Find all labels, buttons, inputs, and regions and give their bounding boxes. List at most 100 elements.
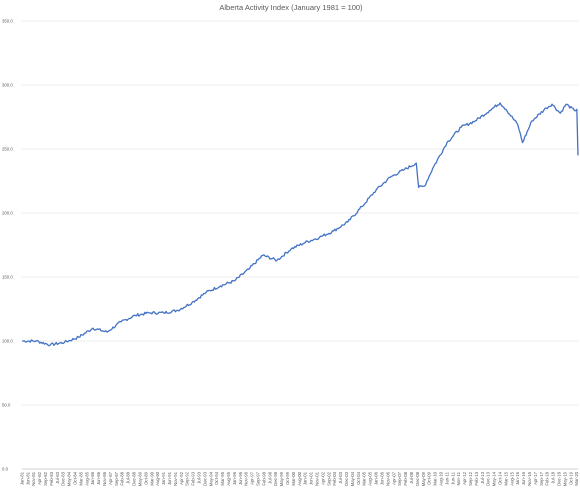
x-tick-label: Jun-86 [96,471,101,485]
x-tick-label: May-94 [208,471,213,486]
x-tick-label: Dec-03 [344,471,349,485]
x-tick-label: Nov-01 [315,471,320,485]
x-tick-label: Apr-02 [320,471,325,485]
x-tick-label: Jun-96 [238,471,243,485]
x-tick-label: Apr-97 [250,471,255,485]
x-tick-label: Jan-86 [90,471,95,485]
gridlines [22,20,578,406]
x-tick-label: Jan-01 [303,471,308,485]
x-tick-label: Oct-09 [427,471,432,485]
x-tick-label: Jun-81 [25,471,30,485]
x-tick-label: Apr-07 [391,471,396,485]
x-tick-label: Nov-81 [31,471,36,485]
x-tick-label: Sep-92 [185,471,190,485]
x-tick-label: Jan-96 [232,471,237,485]
y-tick-label: 250.0 [2,147,13,152]
x-tick-label: Nov-06 [385,471,390,485]
x-tick-label: Mar-15 [503,471,508,485]
x-tick-label: Feb-98 [261,471,266,485]
y-tick-label: 0.0 [2,467,9,472]
x-tick-label: Jul-88 [126,471,131,483]
x-tick-label: May-99 [279,471,284,486]
x-tick-label: Nov-86 [102,471,107,485]
x-tick-label: May-84 [67,471,72,486]
x-tick-label: Aug-90 [155,471,160,485]
x-tick-label: Mar-10 [433,471,438,485]
x-tick-label: Sep-87 [114,471,119,485]
x-tick-label: Oct-14 [497,471,502,485]
chart-title: Alberta Activity Index (January 1981 = 1… [219,3,363,12]
x-tick-label: Sep-02 [326,471,331,485]
x-tick-label: Feb-93 [191,471,196,485]
x-tick-label: Dec-83 [61,471,66,485]
x-tick-label: Jan-11 [444,471,449,484]
x-tick-label: May-14 [492,471,497,486]
y-tick-label: 50.0 [2,403,11,408]
x-tick-label: Jan-16 [515,471,520,485]
x-tick-label: Mar-20 [574,471,579,485]
x-tick-label: Jul-08 [409,471,414,483]
x-tick-label: Dec-08 [415,471,420,485]
x-tick-label: Sep-82 [43,471,48,485]
x-tick-label: Dec-88 [132,471,137,485]
x-tick-label: May-19 [562,471,567,486]
x-tick-label: Oct-84 [73,471,78,485]
x-tick-label: Nov-16 [527,471,532,485]
series-group [21,102,579,347]
x-tick-label: Jun-01 [309,471,314,485]
y-tick-label: 300.0 [2,83,13,88]
x-tick-label: Feb-13 [474,471,479,485]
x-tick-label: Jan-81 [19,471,24,485]
x-tick-label: Dec-18 [557,471,562,485]
x-tick-label: Jun-16 [521,471,526,485]
x-tick-label: Jul-03 [338,471,343,483]
x-tick-label: Sep-97 [255,471,260,485]
x-tick-label: Feb-88 [120,471,125,485]
x-tick-label: Sep-17 [539,471,544,485]
x-tick-label: Feb-83 [49,471,54,485]
x-tick-label: Aug-10 [438,471,443,485]
x-tick-label: Dec-13 [486,471,491,485]
x-tick-label: Aug-15 [509,471,514,485]
x-tick-label: Jul-93 [196,471,201,483]
x-tick-label: Nov-11 [456,471,461,485]
x-tick-label: Feb-18 [545,471,550,485]
x-tick-label: Oct-19 [568,471,573,485]
x-tick-label: Oct-94 [214,471,219,485]
x-tick-label: Aug-05 [368,471,373,485]
x-tick-label: Mar-05 [362,471,367,485]
x-tick-label: Nov-96 [244,471,249,485]
x-tick-label: Jul-13 [480,471,485,483]
x-axis-tick-labels: Jan-81 Jun-81 Nov-81 Apr-82 Sep-82 Feb-83 Jul-… [19,471,579,486]
x-tick-label: Oct-99 [285,471,290,485]
x-tick-label: Jun-06 [379,471,384,485]
x-tick-label: Apr-12 [462,471,467,485]
y-axis-tick-labels: 0.0 50.0 100.0 150.0 200.0 250.0 300.0 350.0 [2,19,13,472]
x-tick-label: Jan-91 [161,471,166,485]
x-tick-label: Sep-07 [397,471,402,485]
x-tick-label: Jul-18 [551,471,556,483]
x-tick-label: Nov-91 [173,471,178,485]
x-tick-label: Mar-00 [291,471,296,485]
x-tick-label: Apr-82 [37,471,42,485]
x-tick-label: Mar-85 [78,471,83,485]
y-tick-label: 350.0 [2,19,13,24]
x-tick-label: Apr-92 [179,471,184,485]
y-tick-label: 200.0 [2,211,13,216]
x-tick-label: Aug-00 [297,471,302,485]
x-tick-label: May-09 [421,471,426,486]
x-tick-label: Sep-12 [468,471,473,485]
x-tick-label: Aug-95 [226,471,231,485]
x-tick-label: Apr-87 [108,471,113,485]
x-tick-label: Feb-03 [332,471,337,485]
x-tick-label: May-89 [137,471,142,486]
x-tick-label: Aug-85 [84,471,89,485]
x-tick-label: Jul-83 [55,471,60,483]
x-tick-label: Jun-91 [167,471,172,485]
x-tick-label: Oct-89 [143,471,148,485]
x-tick-label: Oct-04 [356,471,361,485]
x-tick-label: Mar-90 [149,471,154,485]
x-tick-label: Jan-06 [374,471,379,485]
x-tick-label: May-04 [350,471,355,486]
